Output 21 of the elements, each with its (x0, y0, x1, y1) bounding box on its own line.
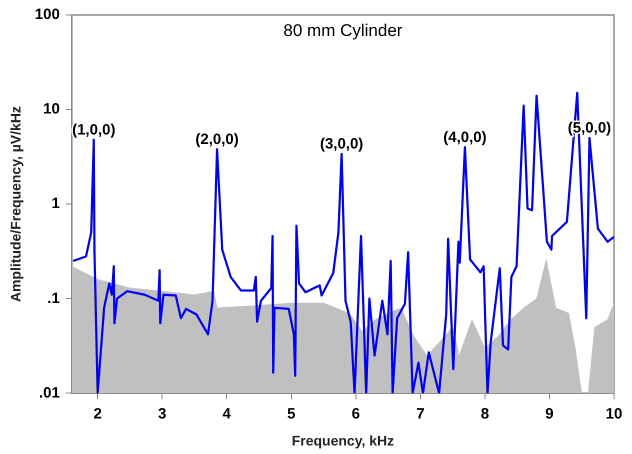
x-tick-label: 5 (287, 405, 296, 422)
annotation: (1,0,0) (72, 121, 116, 138)
x-tick-label: 2 (93, 405, 102, 422)
annotation: (2,0,0) (195, 130, 239, 148)
x-tick-label: 9 (545, 405, 554, 422)
y-tick-label: .1 (47, 290, 60, 307)
chart-title: 80 mm Cylinder (283, 21, 403, 40)
x-tick-label: 7 (416, 405, 425, 422)
y-tick-label: 10 (43, 100, 60, 118)
x-tick-label: 3 (158, 405, 166, 422)
y-tick-label: 100 (34, 6, 60, 24)
y-axis-title: Amplitude/Frequency, µV/kHz (7, 106, 24, 302)
x-tick-label: 4 (222, 405, 232, 422)
x-tick-label: 8 (480, 405, 490, 422)
y-tick-label: .01 (38, 384, 60, 402)
x-axis-title: Frequency, kHz (292, 432, 394, 448)
y-tick-label: 1 (51, 195, 60, 212)
x-tick-label: 6 (352, 405, 360, 422)
annotation: (3,0,0) (320, 135, 364, 152)
x-tick-label: 10 (606, 405, 622, 422)
annotation: (4,0,0) (443, 128, 487, 146)
